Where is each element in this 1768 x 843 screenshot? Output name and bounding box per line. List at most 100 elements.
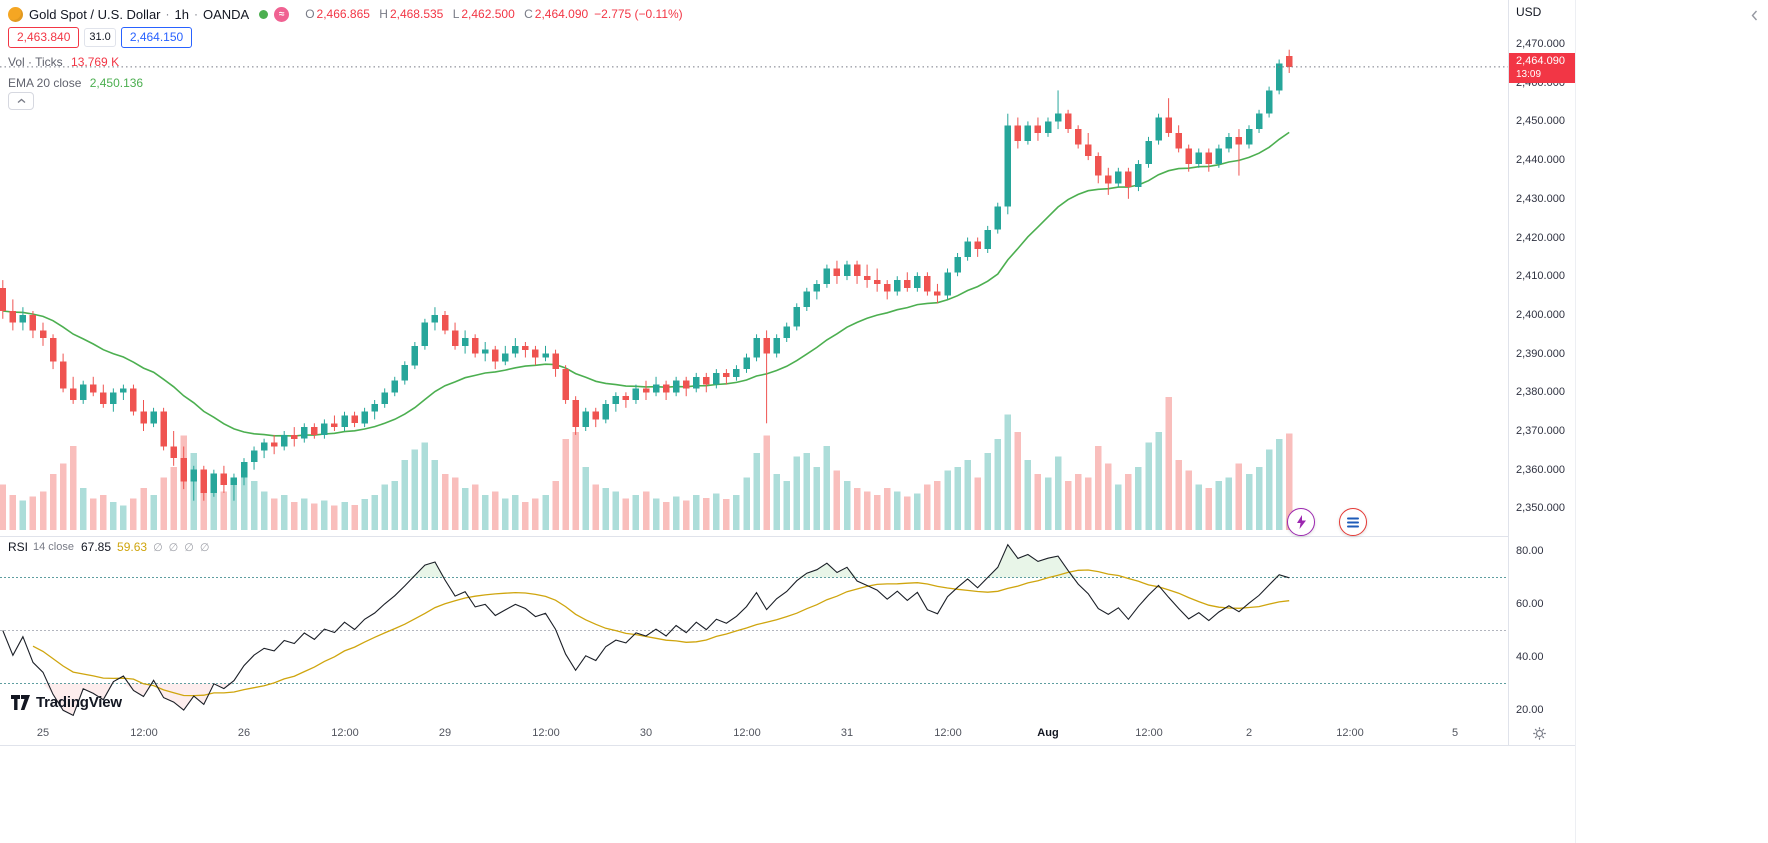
broker-connect-button[interactable] [1339, 508, 1367, 536]
symbol-row: Gold Spot / U.S. Dollar · 1h · OANDA ≈ O… [8, 5, 683, 23]
price-axis-label: 2,370.000 [1516, 425, 1565, 437]
symbol-title[interactable]: Gold Spot / U.S. Dollar [29, 6, 161, 22]
price-axis-label: 2,400.000 [1516, 309, 1565, 321]
market-status-icon[interactable] [259, 9, 269, 19]
rsi-axis-label: 40.00 [1516, 651, 1544, 663]
price-axis-label: 2,410.000 [1516, 270, 1565, 282]
price-axis-label: 2,450.000 [1516, 115, 1565, 127]
price-axis[interactable]: USD 2,470.000 2,460.000 2,450.000 2,440.000… [1509, 0, 1575, 745]
time-axis-label: 29 [438, 727, 452, 739]
high-label: H [379, 7, 388, 21]
bid-ask-row: 2,463.840 31.0 2,464.150 [8, 27, 193, 48]
rsi-value: 67.85 [81, 540, 112, 554]
axis-settings-gear-icon[interactable] [1532, 726, 1547, 746]
delayed-data-icon[interactable]: ≈ [274, 6, 290, 22]
side-panel-border [1575, 0, 1576, 843]
rsi-legend: RSI 14 close 67.85 59.63 ∅ ∅ ∅ ∅ [8, 540, 209, 554]
currency-label[interactable]: USD [1516, 5, 1542, 19]
chart-bottom-border [0, 745, 1575, 746]
time-axis[interactable]: 25 12:00 26 12:00 29 12:00 30 12:00 31 12:00 Aug 12… [0, 720, 1508, 745]
volume-label[interactable]: Vol · Ticks [8, 55, 63, 69]
time-axis-label: 31 [840, 727, 854, 739]
instrument-logo-icon [8, 6, 23, 22]
volume-layer [0, 397, 1293, 530]
price-axis-label: 2,420.000 [1516, 232, 1565, 244]
instant-trading-button[interactable] [1287, 508, 1315, 536]
ohlc-values: O 2,466.865 H 2,468.535 L 2,462.500 C 2,464.… [299, 7, 588, 21]
low-value: 2,462.500 [461, 7, 515, 21]
rsi-title[interactable]: RSI [8, 540, 29, 554]
price-axis-label: 2,380.000 [1516, 386, 1565, 398]
open-value: 2,466.865 [316, 7, 370, 21]
volume-legend: Vol · Ticks 13.769 K [8, 55, 119, 69]
tradingview-logo-text: TradingView [36, 694, 122, 711]
exchange-label: OANDA [202, 6, 250, 22]
interval-label[interactable]: 1h [174, 6, 189, 22]
separator: · [165, 7, 170, 21]
tradingview-watermark[interactable]: TradingView [10, 694, 122, 711]
time-axis-label: 2 [1245, 727, 1253, 739]
pane-separator[interactable] [0, 536, 1575, 537]
rsi-ma-value: 59.63 [117, 540, 148, 554]
legend-collapse-button[interactable] [8, 92, 34, 110]
price-axis-label: 2,470.000 [1516, 38, 1565, 50]
time-axis-label: 12:00 [130, 727, 158, 739]
spread-value: 31.0 [84, 28, 116, 47]
rsi-line [2, 543, 1290, 717]
close-label: C [524, 7, 533, 21]
ema-label[interactable]: EMA 20 close [8, 76, 82, 90]
lightning-icon [1296, 515, 1306, 529]
rsi-empty-plots: ∅ ∅ ∅ ∅ [147, 540, 209, 554]
separator: · [193, 7, 198, 21]
price-axis-label: 2,360.000 [1516, 464, 1565, 476]
time-axis-label: 12:00 [331, 727, 359, 739]
rsi-overbought-fill [2, 544, 1290, 578]
rsi-ma-line [32, 569, 1290, 697]
bar-countdown: 13:09 [1516, 69, 1542, 80]
price-axis-label: 2,390.000 [1516, 348, 1565, 360]
rsi-axis-label: 80.00 [1516, 545, 1544, 557]
time-axis-label: 12:00 [1135, 727, 1163, 739]
time-axis-label: 12:00 [733, 727, 761, 739]
price-axis-border [1508, 0, 1509, 745]
rsi-empty-plot-icon: ∅ [153, 542, 163, 554]
price-axis-label: 2,430.000 [1516, 193, 1565, 205]
rsi-params: 14 close [33, 541, 74, 553]
chevron-up-icon [17, 98, 25, 103]
sell-button[interactable]: 2,463.840 [8, 27, 80, 48]
high-value: 2,468.535 [389, 7, 444, 21]
rsi-axis-label: 60.00 [1516, 598, 1544, 610]
main-legend: Gold Spot / U.S. Dollar · 1h · OANDA ≈ O… [8, 5, 683, 90]
rsi-empty-plot-icon: ∅ [199, 542, 210, 554]
rsi-oversold-fill [2, 683, 1290, 716]
time-axis-label: 12:00 [934, 727, 962, 739]
last-price-badge: 2,464.090 13:09 [1509, 53, 1575, 83]
rsi-axis-label: 20.00 [1516, 704, 1544, 716]
chevron-left-icon [1751, 10, 1758, 21]
price-axis-label: 2,440.000 [1516, 154, 1565, 166]
low-label: L [452, 7, 460, 21]
tradingview-logo-icon [11, 695, 30, 710]
time-axis-label: 26 [237, 727, 251, 739]
side-panel-toggle[interactable] [1751, 8, 1758, 26]
chart-plot-area[interactable] [0, 0, 1508, 745]
buy-button[interactable]: 2,464.150 [120, 27, 193, 48]
ema-legend: EMA 20 close 2,450.136 [8, 76, 143, 90]
rsi-empty-plot-icon: ∅ [168, 542, 179, 554]
ema-value: 2,450.136 [89, 76, 144, 90]
time-axis-label: 12:00 [1336, 727, 1364, 739]
price-axis-label: 2,350.000 [1516, 502, 1565, 514]
close-value: 2,464.090 [534, 7, 589, 21]
volume-value: 13.769 K [71, 55, 120, 69]
last-price-value: 2,464.090 [1516, 55, 1565, 67]
time-axis-label: 30 [639, 727, 653, 739]
time-axis-label: Aug [1037, 727, 1059, 739]
time-axis-label: 12:00 [532, 727, 560, 739]
time-axis-label: 25 [36, 727, 50, 739]
broker-icon [1347, 517, 1359, 527]
rsi-empty-plot-icon: ∅ [184, 542, 194, 554]
time-axis-label: 5 [1451, 727, 1459, 739]
candles-layer [0, 49, 1293, 501]
open-label: O [305, 7, 315, 21]
